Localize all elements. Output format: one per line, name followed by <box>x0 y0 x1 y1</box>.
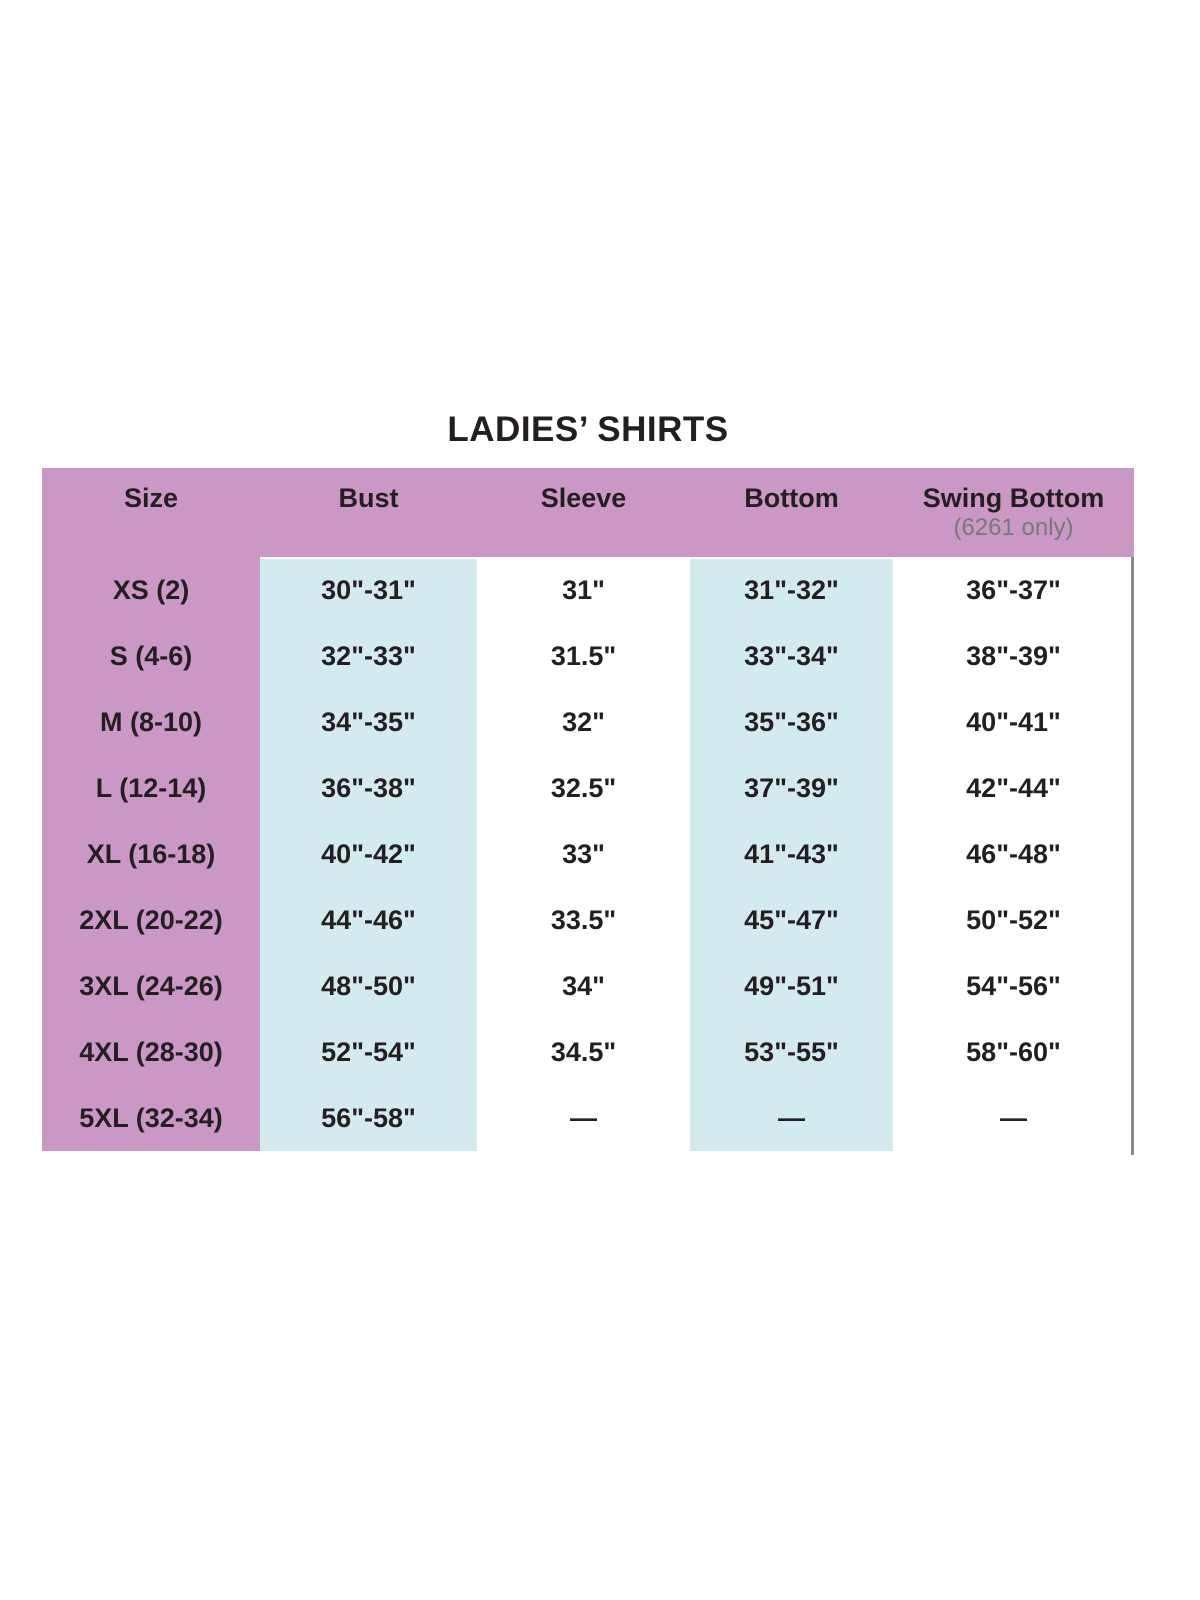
table-row: 4XL (28-30) 52"-54" 34.5" 53"-55" 58"-60… <box>42 1019 1134 1085</box>
sleeve-cell: 31.5" <box>550 640 617 671</box>
bottom-cell: 35"-36" <box>690 689 893 755</box>
bottom-cell: 49"-51" <box>690 953 893 1019</box>
sleeve-cell: 34" <box>562 970 605 1001</box>
sleeve-cell: 34.5" <box>550 1036 617 1067</box>
swing-bottom-cell: 42"-44" <box>966 772 1061 803</box>
bust-cell: 30"-31" <box>260 557 477 623</box>
column-header-label: Bust <box>338 483 399 513</box>
bust-cell: 34"-35" <box>260 689 477 755</box>
column-header-bust: Bust <box>260 468 477 557</box>
bottom-cell: — <box>690 1085 893 1151</box>
size-cell: 4XL (28-30) <box>42 1019 260 1085</box>
size-cell: M (8-10) <box>42 689 260 755</box>
bottom-cell: 41"-43" <box>690 821 893 887</box>
column-header-swing-bottom: Swing Bottom (6261 only) <box>893 468 1134 557</box>
table-row: XL (16-18) 40"-42" 33" 41"-43" 46"-48" <box>42 821 1134 887</box>
table-row: M (8-10) 34"-35" 32" 35"-36" 40"-41" <box>42 689 1134 755</box>
swing-bottom-cell: 54"-56" <box>966 970 1061 1001</box>
sleeve-cell: — <box>570 1102 597 1133</box>
size-cell: XL (16-18) <box>42 821 260 887</box>
size-chart-table: Size Bust Sleeve Bottom Swing Bottom (62… <box>42 468 1134 1155</box>
swing-bottom-cell: 58"-60" <box>966 1036 1061 1067</box>
sleeve-cell: 33.5" <box>550 904 617 935</box>
swing-bottom-cell: 40"-41" <box>966 706 1061 737</box>
bottom-cell: 45"-47" <box>690 887 893 953</box>
bottom-cell: 31"-32" <box>690 557 893 623</box>
swing-bottom-cell: — <box>1000 1102 1027 1133</box>
size-cell: 3XL (24-26) <box>42 953 260 1019</box>
table-row: XS (2) 30"-31" 31" 31"-32" 36"-37" <box>42 557 1134 623</box>
sleeve-cell: 33" <box>562 838 605 869</box>
table-row: 2XL (20-22) 44"-46" 33.5" 45"-47" 50"-52… <box>42 887 1134 953</box>
size-cell: S (4-6) <box>42 623 260 689</box>
page-title: LADIES’ SHIRTS <box>447 410 729 449</box>
table-row: 5XL (32-34) 56"-58" — — — <box>42 1085 1134 1151</box>
column-header-label: Sleeve <box>540 483 627 513</box>
bottom-cell: 33"-34" <box>690 623 893 689</box>
bottom-cell: 53"-55" <box>690 1019 893 1085</box>
swing-bottom-cell: 50"-52" <box>966 904 1061 935</box>
size-cell: XS (2) <box>42 557 260 623</box>
swing-bottom-cell: 46"-48" <box>966 838 1061 869</box>
swing-bottom-cell: 36"-37" <box>966 574 1061 605</box>
table-row: L (12-14) 36"-38" 32.5" 37"-39" 42"-44" <box>42 755 1134 821</box>
column-header-label: Bottom <box>744 483 839 513</box>
bust-cell: 44"-46" <box>260 887 477 953</box>
bust-cell: 48"-50" <box>260 953 477 1019</box>
sleeve-cell: 31" <box>562 574 605 605</box>
bust-cell: 36"-38" <box>260 755 477 821</box>
column-header-bottom: Bottom <box>690 468 893 557</box>
table-row: S (4-6) 32"-33" 31.5" 33"-34" 38"-39" <box>42 623 1134 689</box>
column-header-label: Swing Bottom <box>922 483 1105 513</box>
table-header-row: Size Bust Sleeve Bottom Swing Bottom (62… <box>42 468 1134 557</box>
bust-cell: 52"-54" <box>260 1019 477 1085</box>
column-header-size: Size <box>42 468 260 557</box>
size-cell: L (12-14) <box>42 755 260 821</box>
bottom-cell: 37"-39" <box>690 755 893 821</box>
table-row: 3XL (24-26) 48"-50" 34" 49"-51" 54"-56" <box>42 953 1134 1019</box>
sleeve-cell: 32.5" <box>550 772 617 803</box>
column-header-sublabel: (6261 only) <box>953 514 1074 541</box>
table-right-border-line <box>1131 557 1134 1155</box>
bust-cell: 40"-42" <box>260 821 477 887</box>
size-cell: 2XL (20-22) <box>42 887 260 953</box>
bust-cell: 32"-33" <box>260 623 477 689</box>
size-cell: 5XL (32-34) <box>42 1085 260 1151</box>
column-header-label: Size <box>123 483 179 513</box>
swing-bottom-cell: 38"-39" <box>966 640 1061 671</box>
bust-cell: 56"-58" <box>260 1085 477 1151</box>
column-header-sleeve: Sleeve <box>477 468 690 557</box>
table-body: XS (2) 30"-31" 31" 31"-32" 36"-37" S (4-… <box>42 557 1134 1155</box>
sleeve-cell: 32" <box>562 706 605 737</box>
